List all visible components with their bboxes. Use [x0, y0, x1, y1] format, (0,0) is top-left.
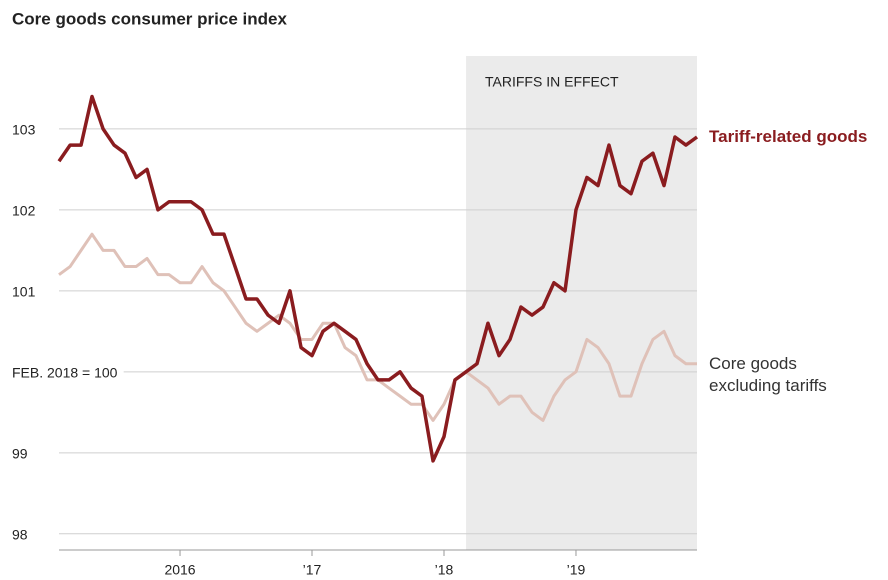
y-tick-label: 98	[12, 527, 28, 543]
series-label: Core goods excluding tariffs	[709, 353, 827, 395]
series-label: Tariff-related goods	[709, 126, 868, 146]
x-tick-label: ’18	[435, 562, 454, 578]
shade-label: TARIFFS IN EFFECT	[485, 74, 619, 90]
y-tick-label: 103	[12, 122, 36, 138]
series-line	[57, 94, 699, 463]
y-tick-label: 99	[12, 446, 28, 462]
y-tick-label: FEB. 2018 = 100	[12, 365, 118, 381]
y-tick-label: 101	[12, 284, 36, 300]
shade	[466, 56, 697, 550]
x-tick-label: ’17	[303, 562, 322, 578]
y-tick-label: 102	[12, 203, 36, 219]
chart-title: Core goods consumer price index	[12, 9, 287, 28]
x-tick-label: 2016	[164, 562, 195, 578]
x-tick-label: ’19	[567, 562, 586, 578]
